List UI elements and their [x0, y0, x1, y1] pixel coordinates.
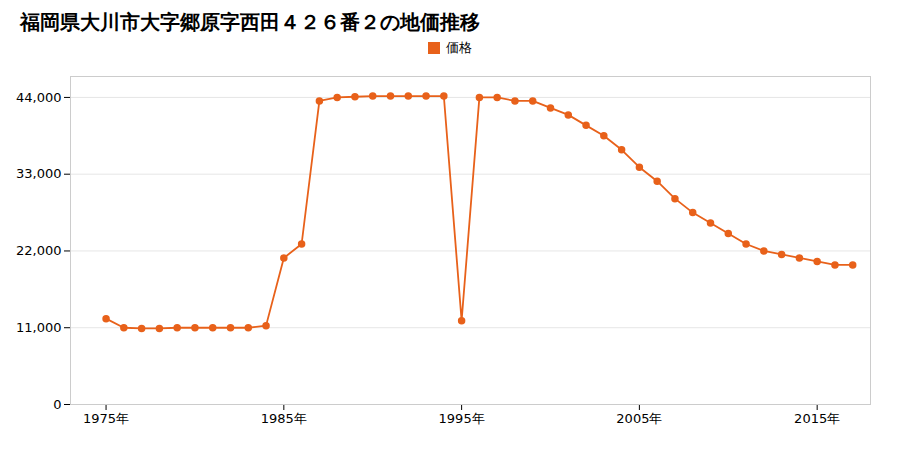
svg-text:1975年: 1975年 [83, 411, 129, 426]
svg-text:0: 0 [53, 397, 61, 412]
svg-text:44,000: 44,000 [16, 90, 62, 105]
svg-text:2015年: 2015年 [794, 411, 840, 426]
svg-text:11,000: 11,000 [16, 320, 62, 335]
html-text:福岡県大川市大字郷原字西田４２６番２の地価推移: 福岡県大川市大字郷原字西田４２６番２の地価推移 [20, 10, 480, 34]
svg-text:22,000: 22,000 [16, 243, 62, 258]
svg-text:33,000: 33,000 [16, 166, 62, 181]
svg-text:1995年: 1995年 [439, 411, 485, 426]
svg-text:2005年: 2005年 [616, 411, 662, 426]
html-text:価格: 価格 [446, 40, 472, 55]
svg-text:1985年: 1985年 [261, 411, 307, 426]
